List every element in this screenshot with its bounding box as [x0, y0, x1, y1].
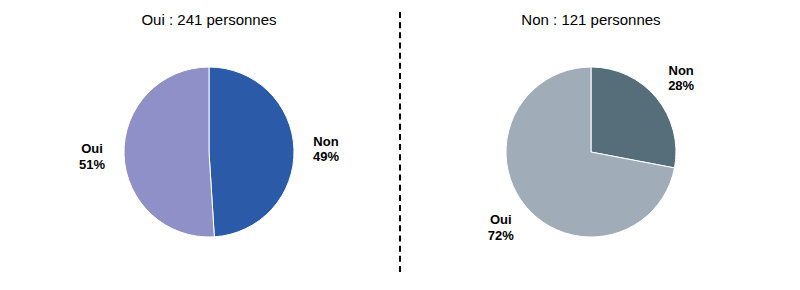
svg-text:Non49%: Non49% [313, 134, 339, 165]
svg-text:Oui51%: Oui51% [79, 141, 105, 172]
html-text:Non : 121 personnes: Non : 121 personnes [521, 11, 661, 28]
svg-text:Non28%: Non28% [668, 63, 694, 94]
html-text:Oui : 241 personnes: Oui : 241 personnes [141, 11, 277, 28]
svg-text:Oui72%: Oui72% [488, 212, 514, 243]
